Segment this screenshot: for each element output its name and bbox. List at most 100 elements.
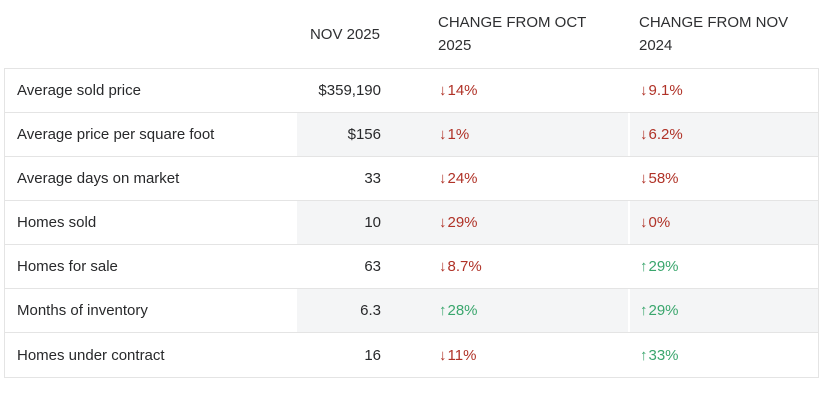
current-value: 6.3 — [360, 302, 381, 319]
current-value-cell: $156 — [297, 113, 385, 156]
current-value: 33 — [364, 170, 381, 187]
column-header-change-from-nov-2024: CHANGE FROM NOV 2024 — [627, 0, 817, 68]
column-header-label: NOV 2025 — [309, 25, 380, 43]
up-arrow-icon: ↑ — [439, 302, 447, 319]
up-arrow-icon: ↑ — [640, 258, 648, 275]
down-arrow-icon: ↓ — [439, 346, 447, 364]
change-from-oct-cell: ↑28% — [385, 289, 628, 332]
current-value-cell: $359,190 — [297, 69, 385, 112]
down-arrow-icon: ↓ — [439, 258, 447, 275]
row-label-cell: Homes sold — [5, 201, 297, 244]
column-header-label: CHANGE FROM NOV 2024 — [639, 14, 789, 54]
row-label-cell: Months of inventory — [5, 289, 297, 332]
change-from-oct-cell: ↓11% — [385, 333, 628, 377]
change-text: 28% — [447, 302, 478, 319]
change-text: 11% — [447, 346, 477, 364]
up-arrow-icon: ↑ — [640, 302, 648, 319]
down-arrow-icon: ↓ — [439, 82, 447, 99]
row-label: Average days on market — [17, 170, 180, 187]
row-label: Homes under contract — [17, 346, 165, 364]
down-arrow-icon: ↓ — [640, 82, 648, 99]
change-text: 9.1% — [648, 82, 683, 99]
change-text: 1% — [447, 126, 470, 143]
table-row: Average price per square foot $156 ↓1% ↓… — [5, 113, 818, 157]
change-from-oct-value: ↓8.7% — [439, 258, 482, 275]
current-value-cell: 6.3 — [297, 289, 385, 332]
down-arrow-icon: ↓ — [640, 170, 648, 187]
change-text: 58% — [648, 170, 679, 187]
current-value: $156 — [347, 126, 381, 143]
change-from-oct-cell: ↓1% — [385, 113, 628, 156]
change-from-nov-cell: ↑29% — [628, 245, 818, 288]
change-from-nov-value: ↓9.1% — [640, 82, 683, 99]
row-label: Homes sold — [17, 214, 97, 231]
change-text: 29% — [648, 258, 679, 275]
down-arrow-icon: ↓ — [439, 126, 447, 143]
down-arrow-icon: ↓ — [640, 214, 648, 231]
market-stats-table: NOV 2025 CHANGE FROM OCT 2025 CHANGE FRO… — [4, 0, 819, 378]
row-label-cell: Average days on market — [5, 157, 297, 200]
current-value: 10 — [364, 214, 381, 231]
current-value: $359,190 — [318, 82, 381, 99]
change-from-nov-value: ↓0% — [640, 214, 670, 231]
column-header-metric — [4, 0, 296, 68]
down-arrow-icon: ↓ — [439, 214, 447, 231]
table-row: Months of inventory 6.3 ↑28% ↑29% — [5, 289, 818, 333]
change-from-oct-cell: ↓8.7% — [385, 245, 628, 288]
change-from-nov-cell: ↓9.1% — [628, 69, 818, 112]
change-from-oct-value: ↓1% — [439, 126, 469, 143]
current-value-cell: 16 — [297, 333, 385, 377]
change-from-oct-value: ↓14% — [439, 82, 478, 99]
table-row: Average days on market 33 ↓24% ↓58% — [5, 157, 818, 201]
column-header-nov-2025: NOV 2025 — [296, 0, 384, 68]
change-from-nov-value: ↓58% — [640, 170, 679, 187]
row-label: Average sold price — [17, 82, 141, 99]
current-value: 16 — [364, 346, 381, 364]
current-value-cell: 10 — [297, 201, 385, 244]
change-text: 29% — [447, 214, 478, 231]
column-header-label: CHANGE FROM OCT 2025 — [438, 14, 587, 54]
row-label-cell: Average price per square foot — [5, 113, 297, 156]
change-from-oct-value: ↓11% — [439, 347, 476, 364]
down-arrow-icon: ↓ — [640, 126, 648, 143]
change-text: 33% — [648, 346, 679, 364]
change-from-nov-value: ↑29% — [640, 302, 679, 319]
change-text: 6.2% — [648, 126, 683, 143]
table-row: Homes under contract 16 ↓11% ↑33% — [5, 333, 818, 377]
row-label-cell: Homes for sale — [5, 245, 297, 288]
change-from-nov-cell: ↓0% — [628, 201, 818, 244]
change-from-nov-cell: ↑29% — [628, 289, 818, 332]
current-value: 63 — [364, 258, 381, 275]
change-text: 14% — [447, 82, 478, 99]
change-from-oct-cell: ↓14% — [385, 69, 628, 112]
table-body: Average sold price $359,190 ↓14% ↓9.1% A… — [4, 68, 819, 378]
current-value-cell: 33 — [297, 157, 385, 200]
change-text: 0% — [648, 214, 671, 231]
change-from-nov-cell: ↑33% — [628, 333, 818, 377]
change-from-oct-value: ↑28% — [439, 302, 478, 319]
table-row: Average sold price $359,190 ↓14% ↓9.1% — [5, 69, 818, 113]
change-from-nov-value: ↑29% — [640, 258, 679, 275]
row-label-cell: Average sold price — [5, 69, 297, 112]
change-from-nov-value: ↑33% — [640, 347, 679, 364]
change-from-oct-value: ↓29% — [439, 214, 478, 231]
column-header-change-from-oct-2025: CHANGE FROM OCT 2025 — [384, 0, 627, 68]
row-label: Months of inventory — [17, 302, 148, 319]
up-arrow-icon: ↑ — [640, 346, 648, 364]
change-from-oct-value: ↓24% — [439, 170, 478, 187]
change-from-nov-cell: ↓58% — [628, 157, 818, 200]
row-label: Average price per square foot — [17, 126, 215, 143]
change-text: 8.7% — [447, 258, 482, 275]
down-arrow-icon: ↓ — [439, 170, 447, 187]
change-from-nov-value: ↓6.2% — [640, 126, 683, 143]
table-row: Homes for sale 63 ↓8.7% ↑29% — [5, 245, 818, 289]
change-from-oct-cell: ↓29% — [385, 201, 628, 244]
change-text: 29% — [648, 302, 679, 319]
table-header: NOV 2025 CHANGE FROM OCT 2025 CHANGE FRO… — [4, 0, 819, 68]
row-label-cell: Homes under contract — [5, 333, 297, 377]
current-value-cell: 63 — [297, 245, 385, 288]
change-text: 24% — [447, 170, 478, 187]
change-from-oct-cell: ↓24% — [385, 157, 628, 200]
change-from-nov-cell: ↓6.2% — [628, 113, 818, 156]
table-row: Homes sold 10 ↓29% ↓0% — [5, 201, 818, 245]
